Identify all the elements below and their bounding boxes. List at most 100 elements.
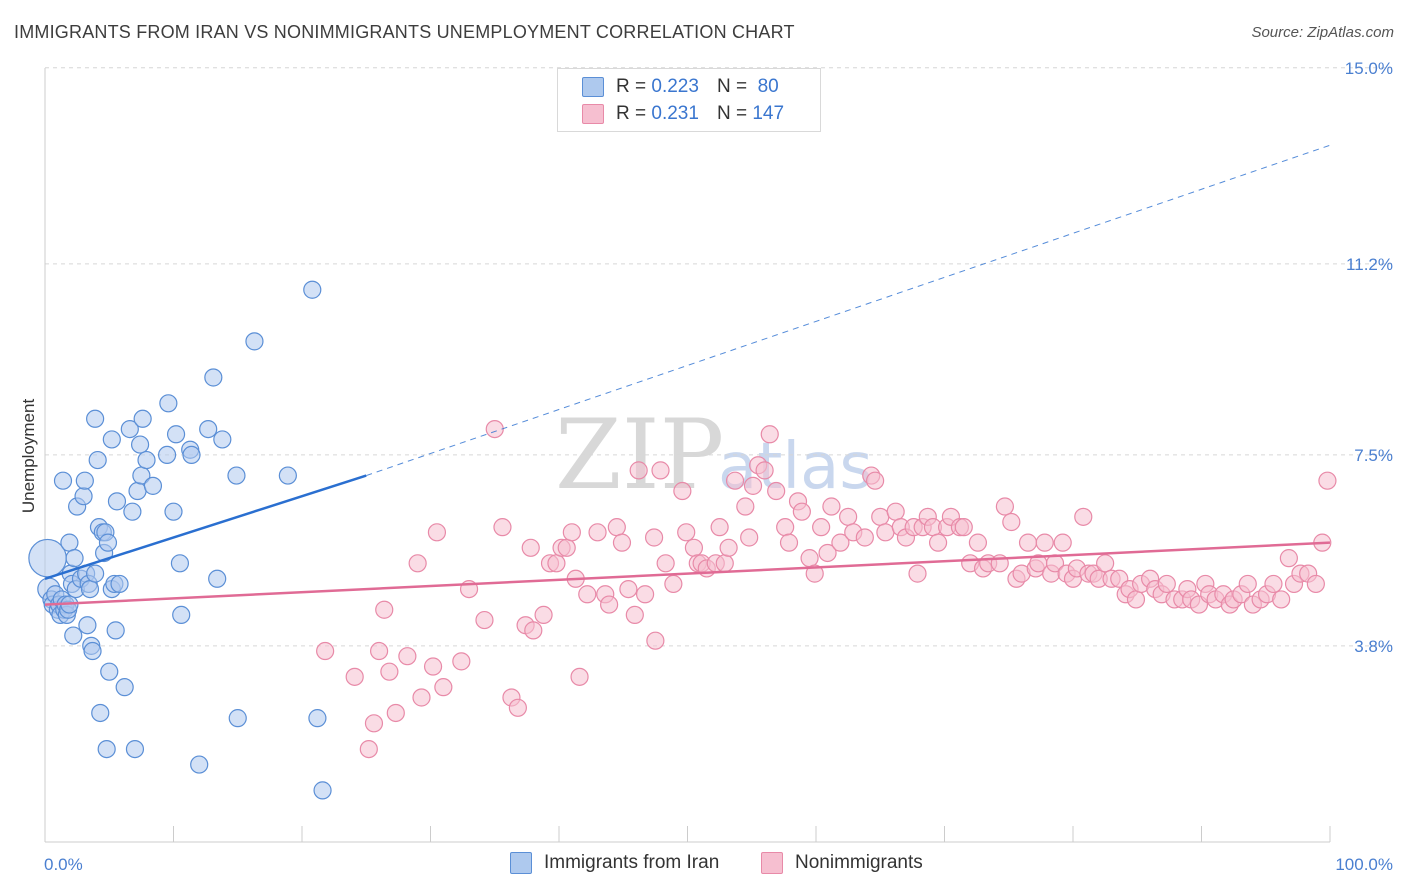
nonimmigrants-point xyxy=(434,678,453,697)
source-label: Source: ZipAtlas.com xyxy=(1251,24,1394,41)
legend-r-value: 0.223 xyxy=(651,76,699,97)
nonimmigrants-point xyxy=(673,481,692,501)
iran-point xyxy=(107,492,127,511)
nonimmigrants-point xyxy=(1018,533,1038,552)
iran-point xyxy=(128,481,147,501)
nonimmigrants-point xyxy=(316,641,335,661)
iran-point xyxy=(75,471,94,490)
nonimmigrants-point xyxy=(1264,574,1283,594)
legend-swatch-pink xyxy=(582,104,604,124)
legend-n-label: N = xyxy=(716,103,748,124)
iran-point xyxy=(130,435,150,454)
nonimmigrants-point xyxy=(831,533,850,552)
iran-point xyxy=(60,533,79,552)
nonimmigrants-point xyxy=(684,538,704,557)
iran-point xyxy=(190,755,209,774)
nonimmigrants-point xyxy=(822,497,841,516)
nonimmigrants-point xyxy=(760,425,779,444)
nonimmigrants-point xyxy=(508,698,527,717)
nonimmigrants-point xyxy=(855,528,874,547)
iran-point xyxy=(102,430,121,449)
series-legend-label: Immigrants from Iran xyxy=(544,852,720,873)
nonimmigrants-point xyxy=(562,523,581,542)
nonimmigrants-point xyxy=(1074,507,1093,526)
nonimmigrants-point xyxy=(345,667,364,686)
iran-point xyxy=(159,394,178,413)
nonimmigrants-point xyxy=(1035,533,1054,552)
iran-point xyxy=(182,445,201,465)
nonimmigrants-point xyxy=(600,595,619,614)
nonimmigrants-point xyxy=(954,518,973,537)
legend-row-nonimmigrants: R = 0.231 N = 147 xyxy=(582,102,784,126)
immigrants-from-iran-points xyxy=(28,280,332,800)
nonimmigrants-point xyxy=(644,528,664,547)
nonimmigrants-point xyxy=(871,507,890,526)
iran-point xyxy=(86,409,105,428)
legend-r-value: 0.231 xyxy=(651,103,699,124)
nonimmigrants-point xyxy=(886,502,905,521)
iran-point xyxy=(123,502,142,521)
iran-point xyxy=(172,605,191,625)
nonimmigrants-point xyxy=(805,564,824,583)
iran-point xyxy=(166,425,186,444)
nonimmigrants-point xyxy=(1272,590,1291,609)
correlation-legend: R = 0.223 N = 80 R = 0.231 N = 147 xyxy=(557,68,821,132)
nonimmigrants-point xyxy=(475,610,494,630)
nonimmigrants-point xyxy=(1126,590,1146,609)
nonimmigrants-point xyxy=(800,549,819,568)
iran-point xyxy=(204,368,223,387)
iran-point xyxy=(125,739,145,759)
nonimmigrants-point xyxy=(776,518,795,537)
nonimmigrants-point xyxy=(412,688,431,707)
nonimmigrants-point xyxy=(651,461,670,480)
nonimmigrants-point xyxy=(677,523,696,542)
y-axis-label: Unemployment xyxy=(19,399,38,514)
nonimmigrants-point xyxy=(740,528,759,547)
nonimmigrants-point xyxy=(557,538,576,557)
nonimmigrants-points xyxy=(316,419,1337,759)
nonimmigrants-point xyxy=(375,600,394,619)
iran-point xyxy=(86,564,105,583)
nonimmigrants-point xyxy=(547,554,566,573)
legend-n-value: 147 xyxy=(752,103,785,124)
legend-swatch-blue xyxy=(582,77,604,97)
iran-point xyxy=(157,445,177,465)
iran-point xyxy=(98,533,118,552)
nonimmigrants-point xyxy=(1306,574,1325,594)
series-swatch-blue xyxy=(510,852,532,874)
nonimmigrants-point xyxy=(364,714,384,733)
nonimmigrants-point xyxy=(612,533,632,552)
nonimmigrants-point xyxy=(423,657,443,676)
iran-point xyxy=(227,466,246,485)
iran-trend-extension xyxy=(366,144,1331,477)
nonimmigrants-point xyxy=(812,518,831,537)
nonimmigrants-point xyxy=(719,538,738,557)
series-swatch-pink xyxy=(761,852,783,874)
watermark-atlas: atlas xyxy=(718,430,873,504)
nonimmigrants-point xyxy=(370,641,389,661)
series-legend: Immigrants from Iran Nonimmigrants xyxy=(0,852,1406,878)
iran-point xyxy=(308,709,327,728)
legend-n-value: 80 xyxy=(757,76,779,97)
nonimmigrants-point xyxy=(1002,512,1021,532)
nonimmigrants-point xyxy=(715,554,734,573)
nonimmigrants-point xyxy=(1053,533,1072,552)
nonimmigrants-point xyxy=(755,461,774,480)
axes xyxy=(44,68,1331,843)
nonimmigrants-point xyxy=(736,497,755,516)
nonimmigrants-point xyxy=(607,518,626,537)
nonimmigrants-point xyxy=(779,533,799,552)
iran-point xyxy=(65,549,84,568)
iran-point xyxy=(74,487,93,506)
iran-point xyxy=(88,450,107,470)
iran-point xyxy=(97,739,116,759)
nonimmigrants-point xyxy=(588,523,607,542)
iran-point xyxy=(106,621,125,640)
y-tick-label: 3.8% xyxy=(1354,637,1393,656)
iran-point xyxy=(208,569,227,588)
iran-point xyxy=(53,471,73,490)
nonimmigrants-point xyxy=(792,502,811,521)
nonimmigrants-point xyxy=(570,667,589,686)
nonimmigrants-point xyxy=(380,662,399,681)
